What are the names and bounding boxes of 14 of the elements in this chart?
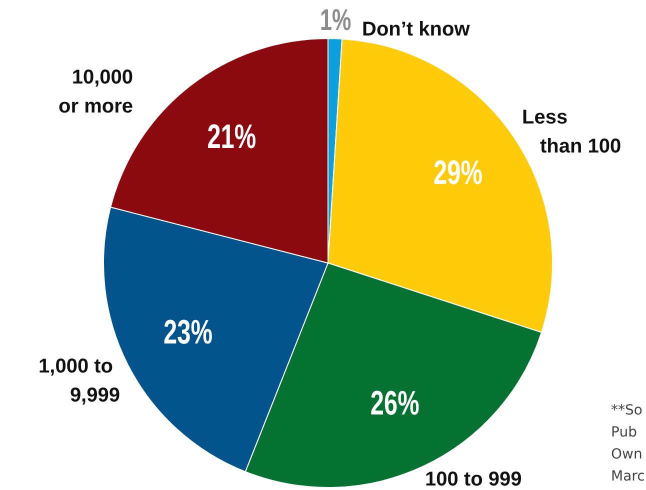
slice-label: 10,000 or more xyxy=(58,66,133,118)
slice-label: 1,000 to 9,999 xyxy=(38,356,120,407)
slice-label: 100 to 999 xyxy=(425,468,522,490)
slice-label: Less than 100 xyxy=(522,106,622,158)
data-label: 23% xyxy=(163,314,212,352)
text: Own xyxy=(611,446,642,463)
data-label: 1% xyxy=(320,2,352,37)
text: Pub xyxy=(611,424,638,441)
text: Marc xyxy=(611,468,645,485)
data-label: 21% xyxy=(207,118,256,156)
data-label: 29% xyxy=(433,154,482,192)
data-label: 26% xyxy=(370,384,420,423)
slice-label: Don’t know xyxy=(362,18,470,41)
text: **So xyxy=(611,402,642,419)
